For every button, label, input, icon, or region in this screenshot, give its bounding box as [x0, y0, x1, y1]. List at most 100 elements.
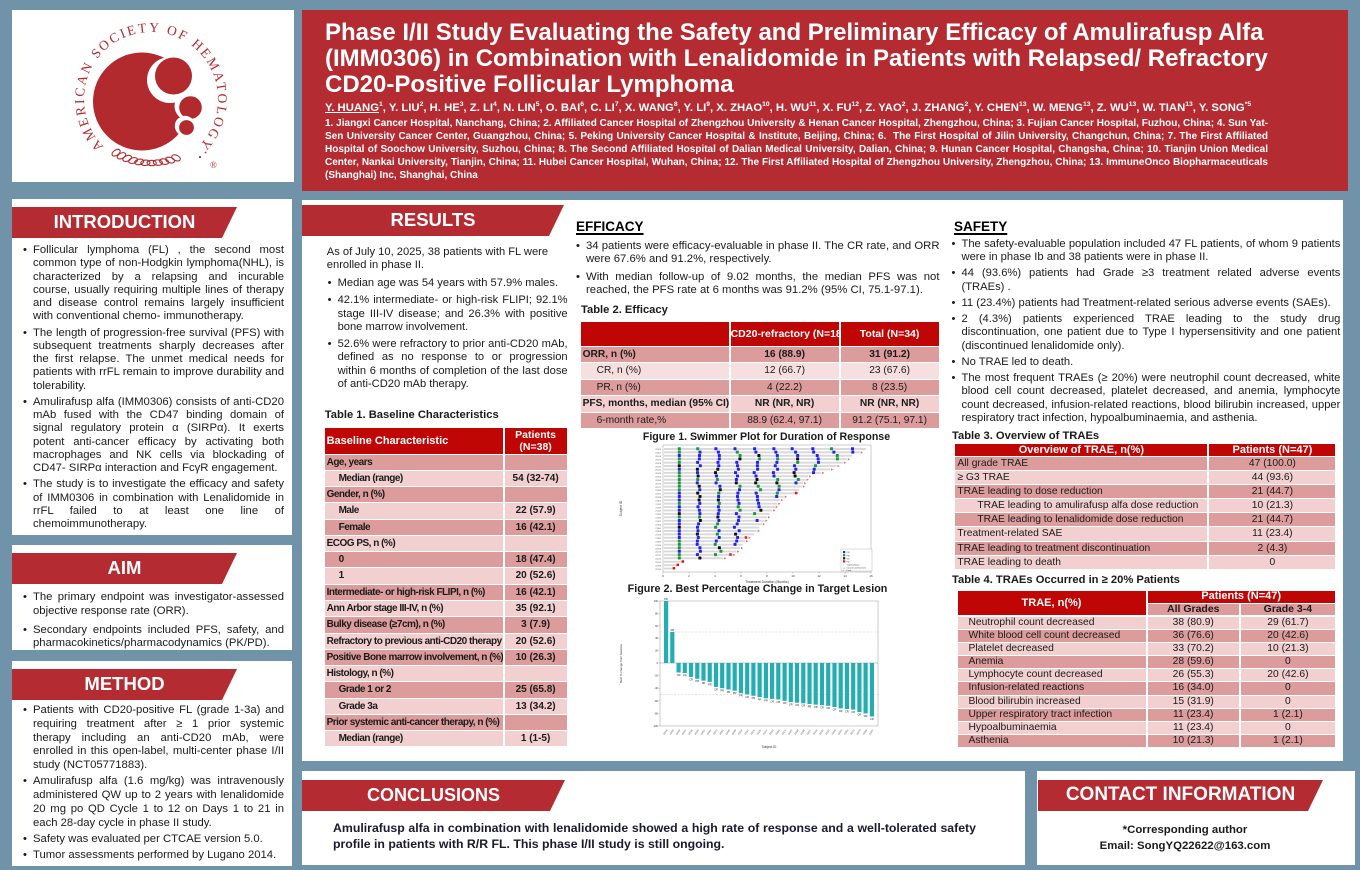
svg-text:23207: 23207 — [807, 729, 813, 736]
svg-text:▲: ▲ — [843, 566, 845, 569]
svg-text:PR: PR — [847, 555, 850, 557]
svg-text:CR: CR — [814, 705, 818, 709]
svg-text:21042: 21042 — [655, 470, 662, 472]
svg-text:21077: 21077 — [655, 487, 662, 489]
svg-text:SD: SD — [702, 681, 706, 685]
svg-text:CR: CR — [770, 699, 774, 703]
svg-text:23288: 23288 — [863, 729, 869, 736]
svg-text:10: 10 — [791, 574, 795, 578]
svg-text:21056: 21056 — [655, 477, 662, 479]
svg-text:0: 0 — [657, 661, 659, 665]
svg-text:21154: 21154 — [655, 524, 661, 526]
svg-text:2: 2 — [688, 574, 690, 578]
svg-text:23090: 23090 — [726, 729, 732, 736]
svg-text:21028: 21028 — [655, 463, 662, 465]
svg-text:21140: 21140 — [655, 518, 661, 520]
svg-text:20: 20 — [655, 649, 658, 653]
svg-text:60: 60 — [655, 624, 658, 628]
svg-text:8: 8 — [766, 574, 768, 578]
svg-text:21147: 21147 — [655, 521, 661, 523]
svg-text:PR: PR — [733, 691, 737, 695]
svg-text:PD: PD — [847, 562, 850, 564]
svg-text:23027: 23027 — [682, 729, 688, 736]
svg-text:CR: CR — [851, 710, 855, 714]
svg-text:23189: 23189 — [794, 729, 800, 736]
svg-text:21210: 21210 — [655, 552, 662, 554]
svg-text:CR: CR — [789, 703, 793, 707]
svg-text:21238: 21238 — [655, 565, 662, 567]
svg-text:21245: 21245 — [655, 569, 662, 571]
svg-text:21231: 21231 — [655, 562, 662, 564]
svg-text:CR: CR — [845, 709, 849, 713]
svg-text:21217: 21217 — [655, 555, 662, 557]
svg-text:80: 80 — [655, 611, 658, 615]
svg-text:23108: 23108 — [738, 729, 744, 736]
svg-text:-100: -100 — [653, 724, 659, 728]
svg-text:23081: 23081 — [720, 729, 726, 736]
svg-text:23009: 23009 — [670, 729, 676, 736]
svg-text:12: 12 — [817, 574, 821, 578]
svg-text:21112: 21112 — [656, 504, 662, 506]
svg-text:PR: PR — [708, 682, 712, 686]
svg-text:-80: -80 — [654, 711, 658, 715]
svg-text:23126: 23126 — [751, 729, 757, 736]
svg-text:23279: 23279 — [857, 729, 863, 736]
svg-text:21063: 21063 — [655, 480, 662, 482]
svg-text:21035: 21035 — [655, 466, 662, 468]
svg-text:40: 40 — [655, 636, 658, 640]
svg-text:23180: 23180 — [788, 729, 794, 736]
svg-text:23234: 23234 — [826, 729, 832, 736]
svg-text:23261: 23261 — [844, 729, 850, 736]
svg-text:23054: 23054 — [701, 729, 707, 736]
svg-text:PR: PR — [764, 699, 768, 703]
svg-text:PR: PR — [752, 696, 756, 700]
svg-text:23045: 23045 — [695, 729, 701, 736]
svg-text:23072: 23072 — [713, 729, 719, 736]
svg-text:21161: 21161 — [655, 528, 661, 530]
svg-text:CR: CR — [870, 717, 874, 721]
svg-text:CR: CR — [745, 695, 749, 699]
svg-text:Dead: Dead — [847, 570, 852, 572]
svg-text:21119: 21119 — [656, 507, 662, 509]
svg-text:CR: CR — [689, 677, 693, 681]
svg-text:Discontinued treatment: Discontinued treatment — [847, 566, 867, 569]
svg-text:23162: 23162 — [776, 729, 782, 736]
svg-text:21203: 21203 — [655, 548, 662, 550]
svg-text:PR: PR — [758, 697, 762, 701]
svg-text:CR: CR — [833, 708, 837, 712]
svg-text:23063: 23063 — [707, 729, 713, 736]
svg-text:Subject ID: Subject ID — [619, 500, 623, 516]
svg-text:CR: CR — [858, 713, 862, 717]
svg-text:21189: 21189 — [655, 542, 661, 544]
svg-text:Treatment Duration (Months): Treatment Duration (Months) — [745, 580, 788, 584]
svg-text:23018: 23018 — [676, 729, 682, 736]
svg-text:0: 0 — [662, 574, 664, 578]
svg-text:23243: 23243 — [832, 729, 838, 736]
svg-text:CR: CR — [826, 706, 830, 710]
svg-text:PR: PR — [695, 679, 699, 683]
svg-text:CR: CR — [714, 687, 718, 691]
svg-text:CR: CR — [864, 714, 868, 718]
svg-text:PR: PR — [808, 704, 812, 708]
svg-text:Best % change from baseline: Best % change from baseline — [619, 644, 623, 683]
svg-text:4: 4 — [714, 574, 716, 578]
svg-text:23153: 23153 — [769, 729, 775, 736]
svg-text:®: ® — [210, 160, 217, 170]
svg-text:SD: SD — [847, 558, 850, 560]
svg-text:21168: 21168 — [655, 531, 661, 533]
svg-text:21000: 21000 — [655, 449, 662, 451]
svg-text:CR: CR — [677, 673, 681, 677]
svg-text:21224: 21224 — [655, 559, 662, 561]
svg-text:100: 100 — [654, 599, 659, 603]
svg-text:23036: 23036 — [688, 729, 694, 736]
svg-text:16: 16 — [869, 574, 873, 578]
svg-text:21126: 21126 — [655, 511, 661, 513]
svg-text:23198: 23198 — [801, 729, 807, 736]
svg-text:23225: 23225 — [819, 729, 825, 736]
svg-text:21049: 21049 — [655, 473, 662, 475]
svg-text:21070: 21070 — [655, 483, 662, 485]
svg-text:21196: 21196 — [655, 545, 661, 547]
svg-text:-40: -40 — [654, 686, 658, 690]
svg-text:21084: 21084 — [655, 490, 662, 492]
svg-text:PR: PR — [683, 674, 687, 678]
